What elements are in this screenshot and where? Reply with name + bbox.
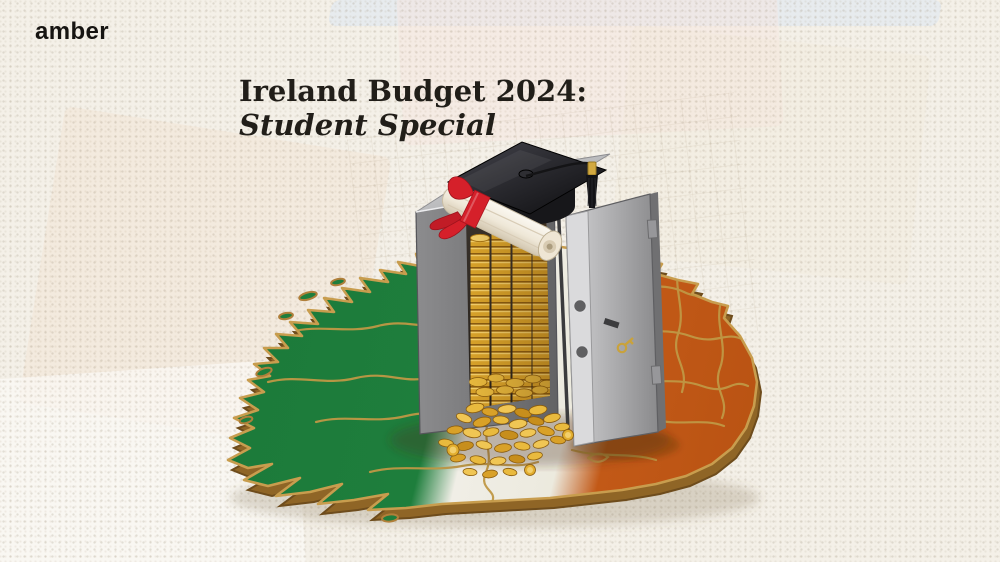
door-hinge	[646, 219, 659, 239]
safe-door	[565, 192, 666, 447]
page-title: Ireland Budget 2024: Student Special	[239, 74, 587, 142]
illustration	[226, 141, 763, 528]
door-lock-lever	[603, 317, 620, 329]
title-line-2: Student Special	[239, 108, 496, 143]
door-hinge	[650, 365, 663, 385]
door-bolt	[572, 298, 588, 314]
red-ribbon	[429, 176, 491, 240]
coin-spill	[438, 402, 574, 479]
gold-key-icon	[616, 342, 628, 354]
scroll-spiral-center	[546, 243, 553, 250]
gold-key-shaft	[624, 337, 634, 346]
tassel-icon	[525, 161, 598, 208]
door-edge-strip	[565, 210, 595, 447]
door-bolt	[574, 344, 590, 360]
tassel-clasp	[587, 161, 597, 176]
ribbon-bow	[447, 176, 474, 200]
ribbon-tail	[438, 216, 469, 240]
amber-logo: amber	[35, 18, 110, 45]
diploma-scroll	[429, 176, 563, 261]
ribbon-band	[459, 189, 491, 229]
map-islands	[238, 277, 399, 523]
ribbon-highlight	[463, 192, 479, 222]
door-outer-edge	[650, 192, 666, 432]
title-line-1: Ireland Budget 2024:	[239, 74, 588, 108]
scroll-paper-lines	[447, 192, 548, 250]
tassel-strands	[587, 177, 597, 207]
cap-board-sheen	[460, 150, 552, 192]
